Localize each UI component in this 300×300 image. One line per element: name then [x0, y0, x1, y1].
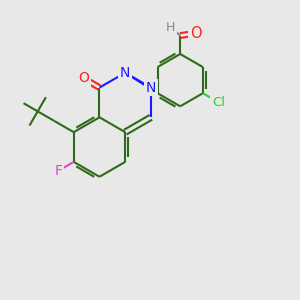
Text: H: H	[166, 21, 175, 34]
Text: N: N	[146, 81, 156, 94]
Text: F: F	[55, 164, 63, 178]
Text: N: N	[120, 66, 130, 80]
Text: O: O	[78, 71, 89, 85]
Text: Cl: Cl	[212, 96, 225, 109]
Text: O: O	[190, 26, 202, 41]
